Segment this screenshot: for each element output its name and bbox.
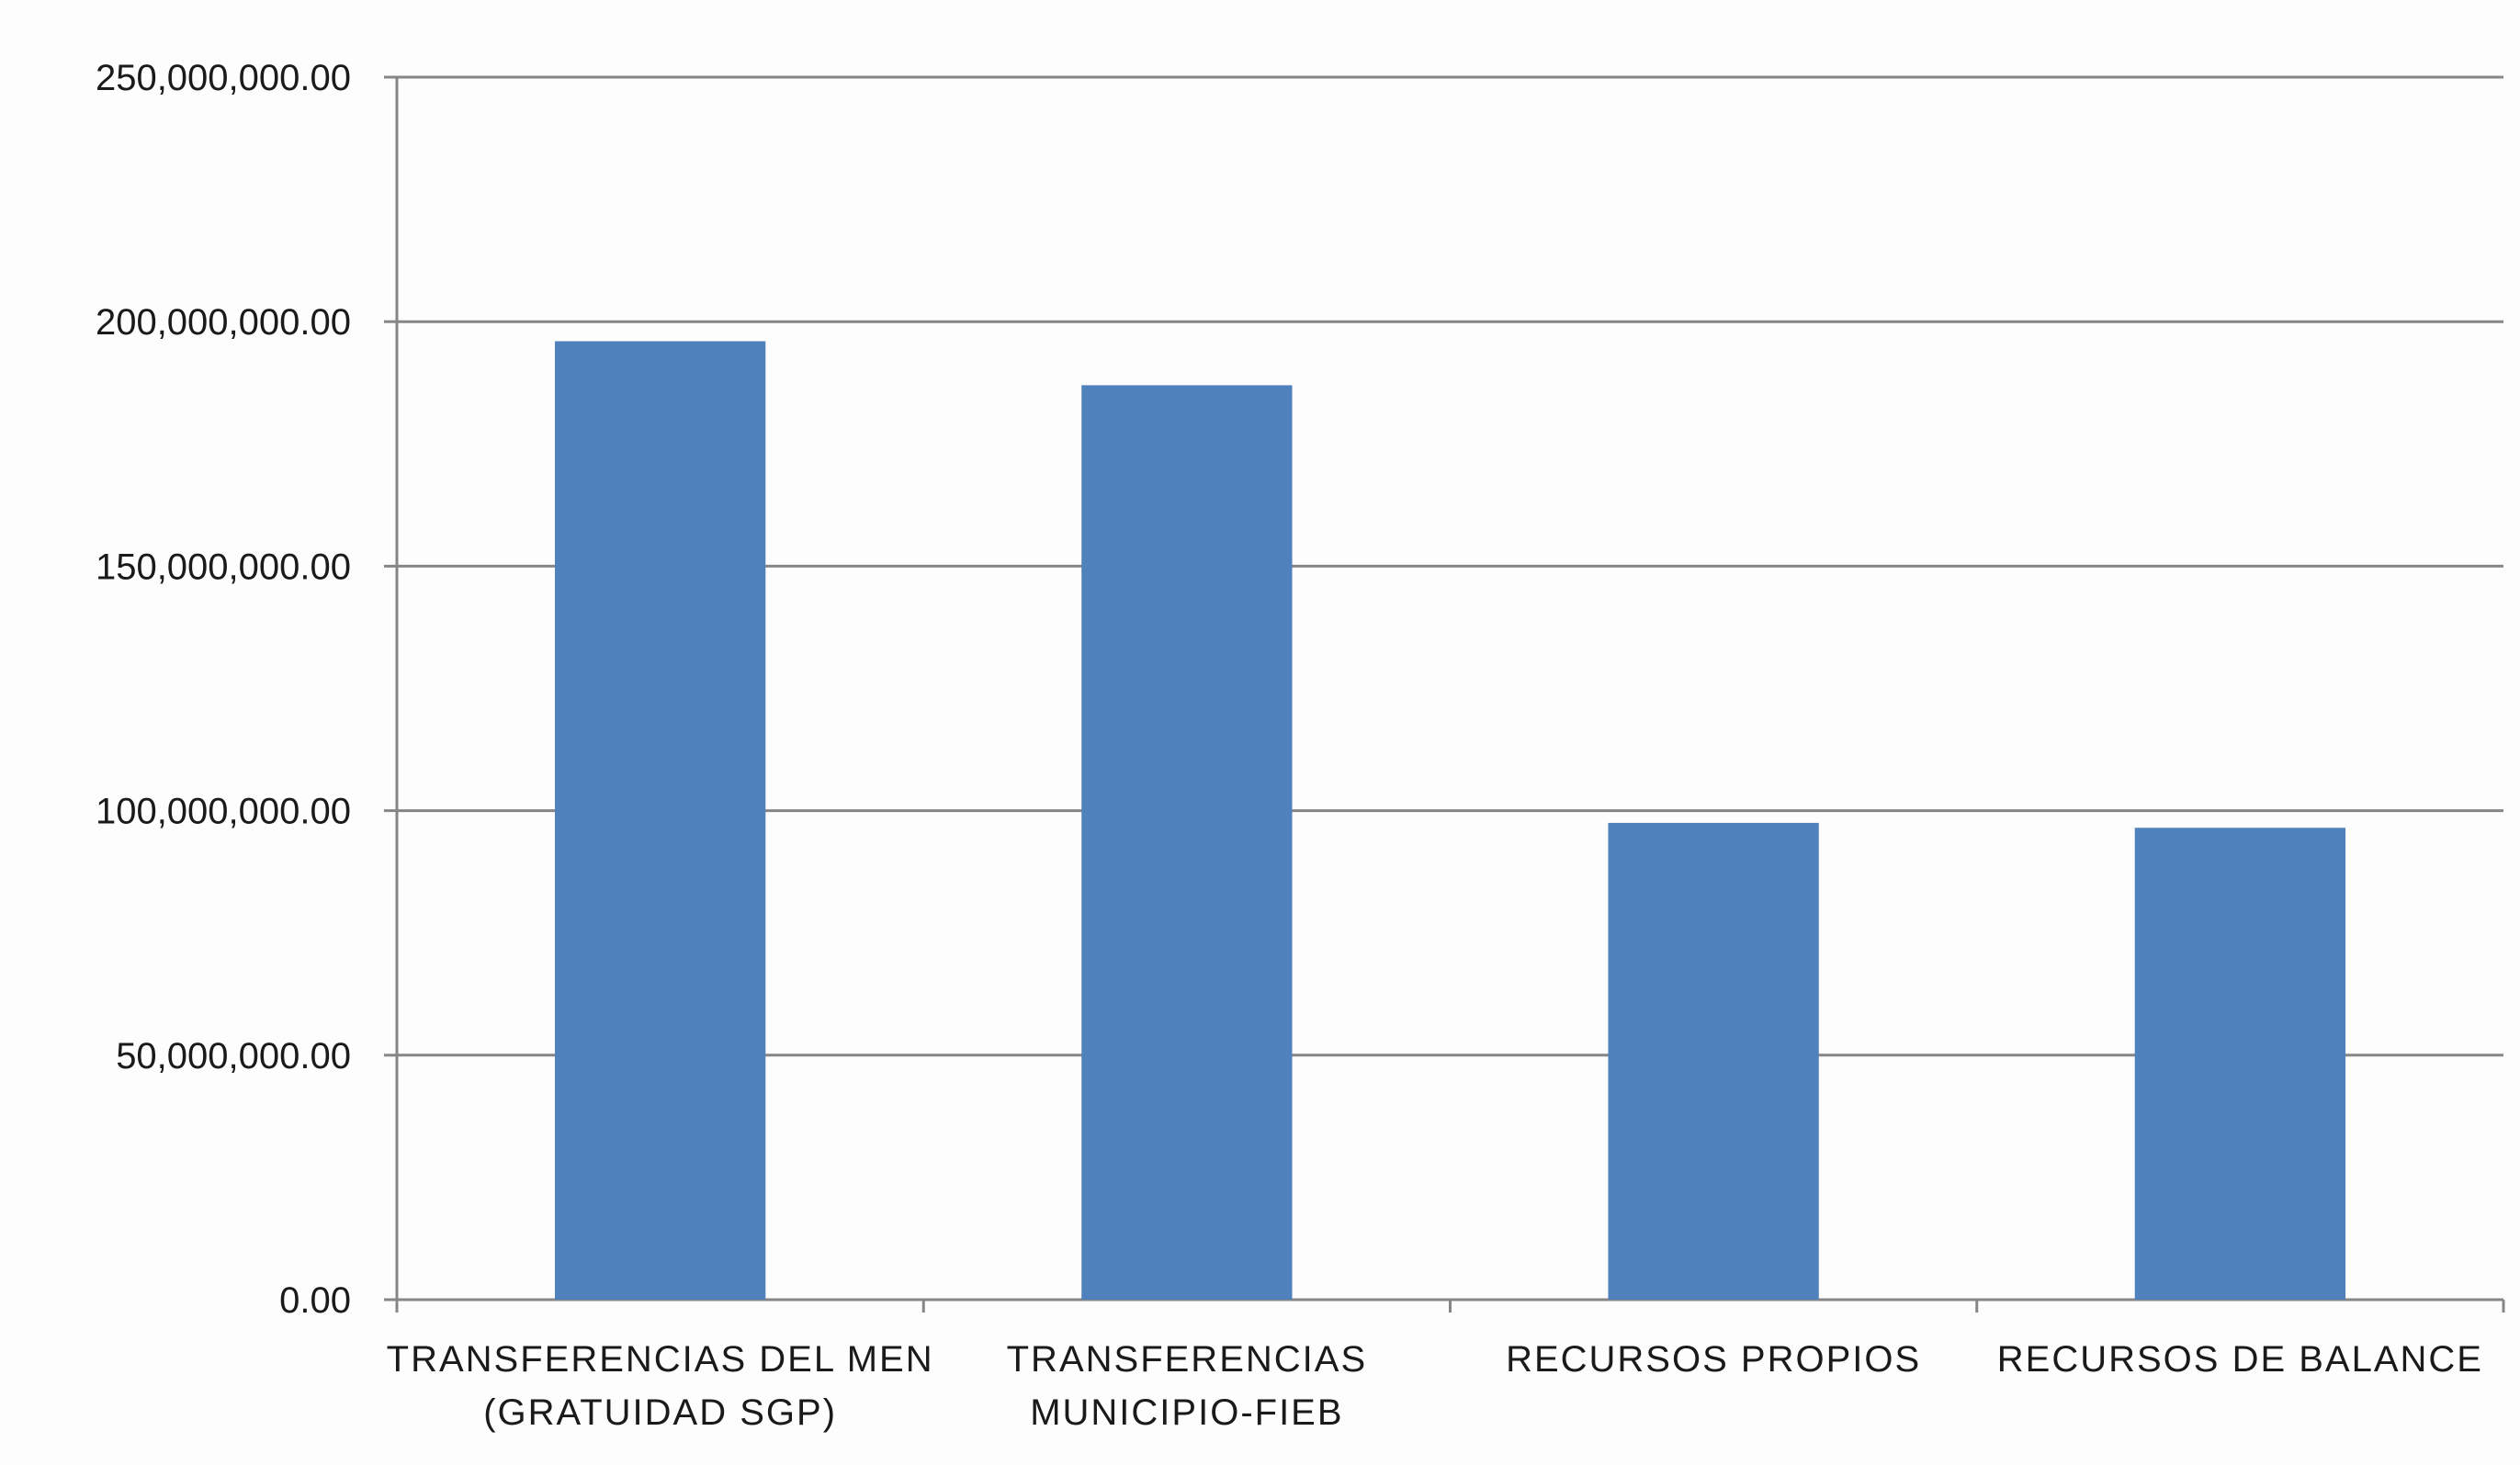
x-category-label: RECURSOS DE BALANCE <box>1997 1339 2483 1380</box>
x-category-label-line: TRANSFERENCIAS DEL MEN <box>387 1339 934 1380</box>
bar <box>2134 828 2346 1300</box>
x-category-label-line: (GRATUIDAD SGP) <box>483 1392 837 1433</box>
y-tick-label: 50,000,000.00 <box>116 1036 351 1076</box>
x-category-label-line: MUNICIPIO-FIEB <box>1030 1392 1343 1433</box>
x-category-label-line: TRANSFERENCIAS <box>1007 1339 1368 1380</box>
bar <box>554 341 766 1301</box>
y-tick-label: 150,000,000.00 <box>96 547 351 587</box>
bar <box>1081 385 1293 1300</box>
x-category-label-line: RECURSOS DE BALANCE <box>1997 1339 2483 1380</box>
y-tick-label: 100,000,000.00 <box>96 792 351 832</box>
x-category-labels: TRANSFERENCIAS DEL MEN (GRATUIDAD SGP)TRA… <box>387 1339 2483 1433</box>
y-tick-labels: 0.00 50,000,000.00 100,000,000.00 150,000,0… <box>96 58 351 1321</box>
x-category-label: RECURSOS PROPIOS <box>1506 1339 1921 1380</box>
bar <box>1608 822 1819 1300</box>
x-category-label-line: RECURSOS PROPIOS <box>1506 1339 1921 1380</box>
y-tick-label: 200,000,000.00 <box>96 302 351 343</box>
y-tick-label: 250,000,000.00 <box>96 58 351 98</box>
y-tick-label: 0.00 <box>279 1280 351 1321</box>
bars <box>554 341 2346 1301</box>
x-category-label: TRANSFERENCIAS DEL MEN (GRATUIDAD SGP) <box>387 1339 934 1433</box>
x-category-label: TRANSFERENCIAS MUNICIPIO-FIEB <box>1007 1339 1368 1433</box>
